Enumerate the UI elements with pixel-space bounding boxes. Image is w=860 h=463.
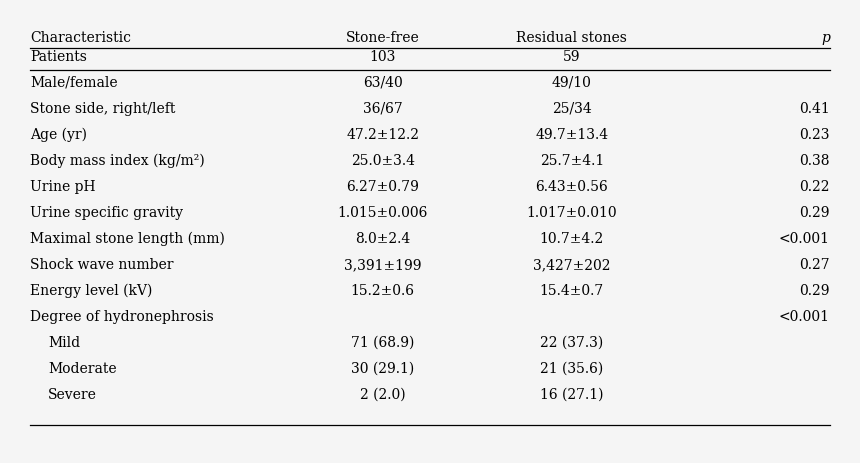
Text: Urine pH: Urine pH	[30, 180, 95, 194]
Text: <0.001: <0.001	[779, 310, 830, 324]
Text: 1.017±0.010: 1.017±0.010	[526, 206, 617, 220]
Text: Residual stones: Residual stones	[517, 31, 627, 45]
Text: 2 (2.0): 2 (2.0)	[359, 388, 406, 402]
Text: 0.29: 0.29	[800, 206, 830, 220]
Text: Characteristic: Characteristic	[30, 31, 131, 45]
Text: 15.4±0.7: 15.4±0.7	[540, 284, 604, 298]
Text: 0.38: 0.38	[800, 154, 830, 168]
Text: Urine specific gravity: Urine specific gravity	[30, 206, 183, 220]
Text: 25.0±3.4: 25.0±3.4	[351, 154, 415, 168]
Text: 3,427±202: 3,427±202	[533, 258, 611, 272]
Text: 1.015±0.006: 1.015±0.006	[337, 206, 428, 220]
Text: Mild: Mild	[48, 336, 80, 350]
Text: 3,391±199: 3,391±199	[344, 258, 421, 272]
Text: 0.23: 0.23	[800, 128, 830, 142]
Text: 47.2±12.2: 47.2±12.2	[347, 128, 419, 142]
Text: 6.27±0.79: 6.27±0.79	[347, 180, 419, 194]
Text: Patients: Patients	[30, 50, 87, 64]
Text: 49.7±13.4: 49.7±13.4	[535, 128, 609, 142]
Text: 103: 103	[370, 50, 396, 64]
Text: 59: 59	[563, 50, 581, 64]
Text: Energy level (kV): Energy level (kV)	[30, 284, 152, 298]
Text: 22 (37.3): 22 (37.3)	[540, 336, 604, 350]
Text: Severe: Severe	[48, 388, 97, 402]
Text: 15.2±0.6: 15.2±0.6	[351, 284, 415, 298]
Text: 6.43±0.56: 6.43±0.56	[536, 180, 608, 194]
Text: 36/67: 36/67	[363, 102, 402, 116]
Text: Shock wave number: Shock wave number	[30, 258, 174, 272]
Text: 0.41: 0.41	[799, 102, 830, 116]
Text: p: p	[821, 31, 830, 45]
Text: 30 (29.1): 30 (29.1)	[351, 362, 415, 376]
Text: Degree of hydronephrosis: Degree of hydronephrosis	[30, 310, 214, 324]
Text: <0.001: <0.001	[779, 232, 830, 246]
Text: 49/10: 49/10	[552, 76, 592, 90]
Text: 16 (27.1): 16 (27.1)	[540, 388, 604, 402]
Text: 21 (35.6): 21 (35.6)	[540, 362, 604, 376]
Text: 63/40: 63/40	[363, 76, 402, 90]
Text: Age (yr): Age (yr)	[30, 128, 87, 142]
Text: Stone-free: Stone-free	[346, 31, 420, 45]
Text: 25.7±4.1: 25.7±4.1	[540, 154, 604, 168]
Text: Moderate: Moderate	[48, 362, 117, 376]
Text: Maximal stone length (mm): Maximal stone length (mm)	[30, 232, 225, 246]
Text: Stone side, right/left: Stone side, right/left	[30, 102, 175, 116]
Text: 71 (68.9): 71 (68.9)	[351, 336, 415, 350]
Text: Male/female: Male/female	[30, 76, 118, 90]
Text: 0.27: 0.27	[799, 258, 830, 272]
Text: 0.22: 0.22	[800, 180, 830, 194]
Text: 0.29: 0.29	[800, 284, 830, 298]
Text: Body mass index (kg/m²): Body mass index (kg/m²)	[30, 154, 205, 168]
Text: 25/34: 25/34	[552, 102, 592, 116]
Text: 8.0±2.4: 8.0±2.4	[355, 232, 410, 246]
Text: 10.7±4.2: 10.7±4.2	[540, 232, 604, 246]
